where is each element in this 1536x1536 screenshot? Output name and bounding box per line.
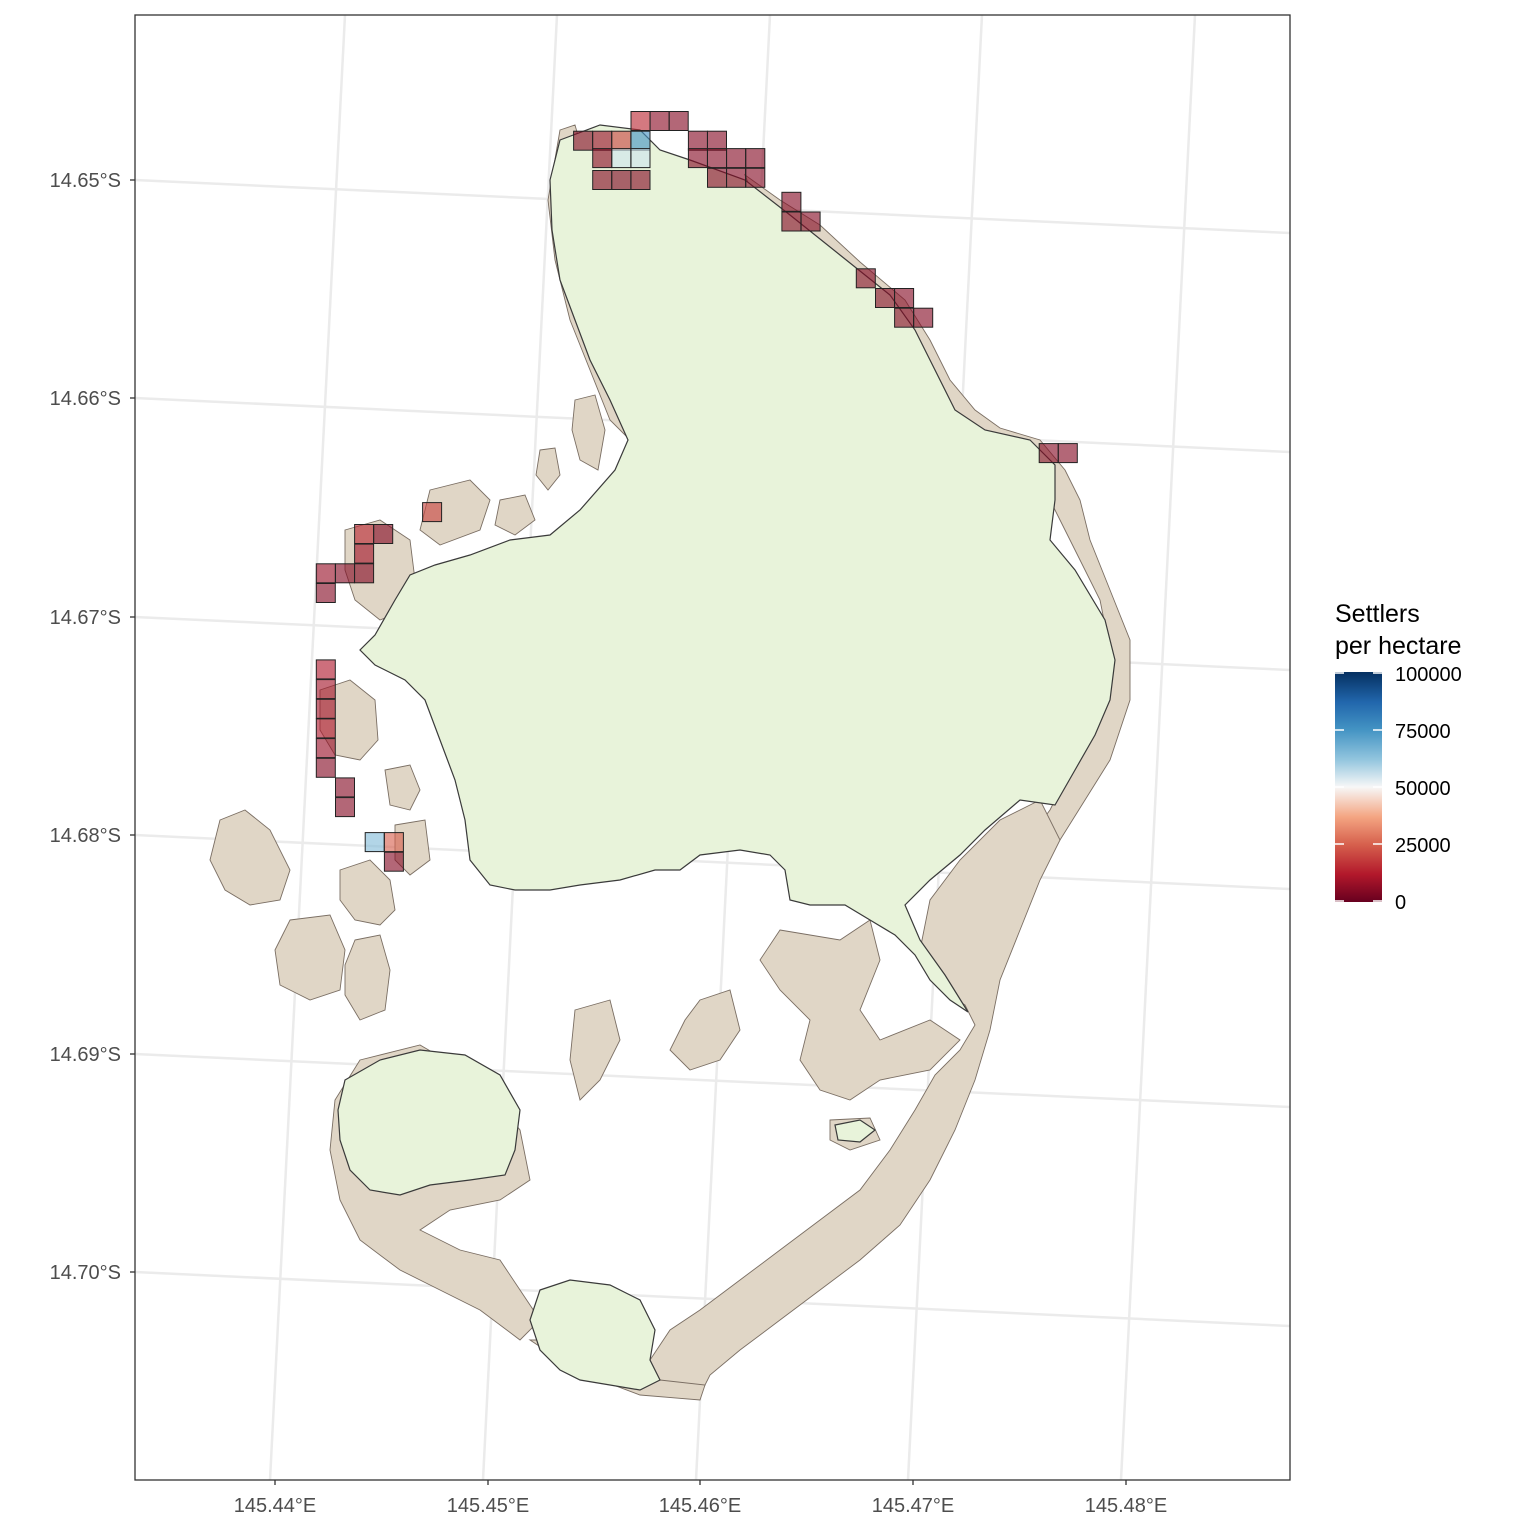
settler-cell [630,148,651,169]
x-tick-label: 145.44°E [234,1495,317,1517]
y-tick-label: 14.70°S [50,1262,121,1284]
reef-west-d [344,934,391,1021]
reef-center-blob [569,999,621,1101]
reef-northwest-c [535,447,561,491]
reef-northwest-a [419,479,491,546]
settler-cell [592,148,613,169]
settler-cell [354,524,375,544]
parallel-14.68 [135,833,1290,891]
settler-cell [335,563,355,584]
settler-cell [781,211,802,232]
settler-cell [894,307,915,328]
settler-cell [649,111,670,131]
settler-cell [315,563,336,584]
reef-central-south [759,919,961,1101]
settler-cell [573,130,594,151]
settler-cell [726,148,747,169]
settler-cells [315,111,1078,872]
settler-cell [800,211,821,232]
legend: Settlers per hectare 100000 75000 50000 … [1335,600,1462,914]
legend-title-line1: Settlers [1335,600,1420,628]
x-tick-label: 145.47°E [872,1495,955,1517]
settler-cell [630,111,651,131]
settler-cell [611,170,632,190]
settler-cell [707,130,727,151]
legend-title-line2: per hectare [1335,632,1461,660]
parallel-14.69 [135,1052,1290,1109]
settler-cell [315,757,336,778]
settler-cell [335,777,355,798]
settler-cell [335,797,355,818]
legend-label-25000: 25000 [1395,835,1451,857]
reef-west-b [274,914,346,1001]
x-tick-label: 145.45°E [447,1495,530,1517]
settler-cell [611,148,632,169]
settler-cell [354,563,375,584]
settler-cell [1038,443,1059,464]
settler-cell [592,130,613,151]
settler-cell [383,832,404,853]
parallel-14.70 [135,1270,1290,1328]
settler-cell [745,148,766,169]
reef-west-c [339,859,396,926]
settler-cell [592,170,613,190]
settler-cell [630,130,651,151]
y-tick-label: 14.67°S [50,607,121,629]
legend-label-75000: 75000 [1395,721,1451,743]
settler-cell [373,524,394,544]
settler-cell [687,148,708,169]
x-axis: 145.44°E 145.45°E 145.46°E 145.47°E 145.… [234,1480,1168,1517]
settler-cell [315,718,336,739]
island-layer [337,124,1116,1391]
settler-cell [315,679,336,700]
legend-label-0: 0 [1395,892,1406,914]
settler-cell [781,191,802,212]
legend-label-100000: 100000 [1395,664,1462,686]
reef-mid-strip [669,989,741,1071]
settler-cell [1057,443,1078,464]
settler-cell [611,130,632,151]
settler-cell [383,851,404,872]
settler-cell [315,583,336,603]
settler-cell [875,288,895,308]
panel-border [134,14,1291,1481]
island-southwest [337,1049,521,1196]
settler-cell [315,659,336,680]
settler-cell [894,288,915,308]
settler-cell [422,502,443,523]
island-small-east [834,1119,877,1143]
y-tick-label: 14.69°S [50,1044,121,1066]
settler-cell [855,268,876,289]
x-tick-label: 145.48°E [1085,1495,1168,1517]
meridian-145.48 [1119,15,1197,1480]
settler-cell [315,738,336,759]
settler-cell [315,698,336,719]
y-axis: 14.65°S 14.66°S 14.67°S 14.68°S 14.69°S … [50,170,135,1284]
settler-cell [668,111,689,131]
reef-west-g [384,764,421,811]
y-tick-label: 14.68°S [50,825,121,847]
settler-cell [745,167,766,188]
settler-cell [687,130,708,151]
settler-cell [726,167,747,188]
settler-cell [913,307,934,328]
reef-northwest-b [494,494,536,536]
y-tick-label: 14.66°S [50,388,121,410]
reef-northwest-d [571,394,606,471]
reef-west-a [209,809,291,906]
settler-cell [354,543,375,564]
island-south [529,1279,661,1391]
y-tick-label: 14.65°S [50,170,121,192]
meridian-145.44 [268,15,347,1480]
settler-cell [364,832,385,853]
island-main [359,124,1116,1013]
settler-cell [707,167,727,188]
x-tick-label: 145.46°E [659,1495,742,1517]
settler-cell [630,170,651,190]
settler-cell [707,148,727,169]
legend-label-50000: 50000 [1395,778,1451,800]
